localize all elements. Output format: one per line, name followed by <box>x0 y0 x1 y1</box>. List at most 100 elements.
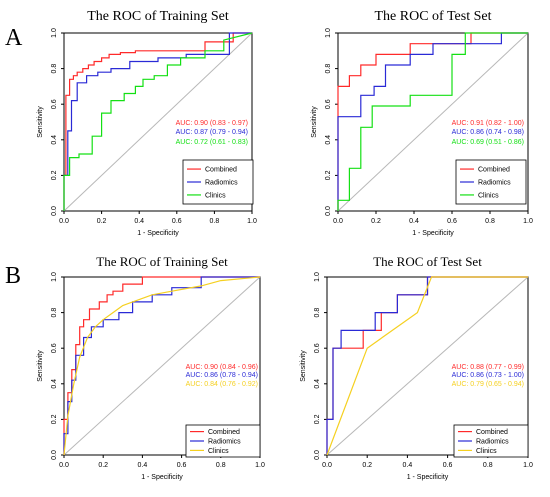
x-tick-label: 0.2 <box>98 462 108 469</box>
x-tick-label: 0.4 <box>403 462 413 469</box>
auc-label-radiomics: AUC: 0.86 (0.78 - 0.94) <box>186 372 258 379</box>
x-tick-label: 0.0 <box>59 218 69 225</box>
y-tick-label: 0.8 <box>51 64 58 74</box>
roc-chart-1: The ROC of Training Set 0.0 0.2 0.4 0.6 0.8 1.… <box>37 9 257 237</box>
legend-entry-combined: Combined <box>205 167 237 174</box>
roc-curve-combined <box>63 32 252 211</box>
y-axis-label: Sensitivity <box>37 106 44 138</box>
roc-curve-clinics <box>337 32 528 211</box>
roc-curve-radiomics <box>63 32 252 211</box>
chart-title: The ROC of Training Set <box>96 254 228 269</box>
roc-curve-clinics <box>63 276 261 456</box>
y-tick-label: 0.2 <box>325 170 332 180</box>
auc-label-combined: AUC: 0.91 (0.82 - 1.00) <box>452 120 524 127</box>
roc-curve-radiomics <box>63 276 260 455</box>
x-tick-label: 0.6 <box>177 462 187 469</box>
legend-entry-combined: Combined <box>476 429 508 436</box>
chart-title: The ROC of Test Set <box>373 254 482 269</box>
x-tick-label: 0.8 <box>216 462 226 469</box>
legend-entry-clinics: Clinics <box>205 192 226 199</box>
x-tick-label: 0.6 <box>172 218 182 225</box>
legend-entry-radiomics: Radiomics <box>478 180 511 187</box>
x-tick-label: 0.0 <box>322 462 332 469</box>
x-tick-label: 0.8 <box>210 218 220 225</box>
y-tick-label: 0.0 <box>51 206 58 216</box>
x-tick-label: 1.0 <box>523 218 533 225</box>
x-tick-label: 1.0 <box>255 462 265 469</box>
auc-label-combined: AUC: 0.90 (0.83 - 0.97) <box>176 120 248 127</box>
y-tick-label: 0.4 <box>325 135 332 145</box>
y-tick-label: 0.6 <box>51 99 58 109</box>
x-tick-label: 0.2 <box>371 218 381 225</box>
x-tick-label: 0.4 <box>134 218 144 225</box>
y-tick-label: 0.4 <box>51 135 58 145</box>
legend-entry-radiomics: Radiomics <box>205 180 238 187</box>
auc-label-combined: AUC: 0.88 (0.77 - 0.99) <box>452 364 524 371</box>
auc-label-radiomics: AUC: 0.86 (0.74 - 0.98) <box>452 129 524 136</box>
y-axis-label: Sensitivity <box>311 106 318 138</box>
reference-diagonal <box>63 276 261 456</box>
y-tick-label: 0.4 <box>314 379 321 389</box>
legend-entry-combined: Combined <box>478 167 510 174</box>
y-tick-label: 0.2 <box>314 414 321 424</box>
y-tick-label: 1.0 <box>51 28 58 38</box>
y-tick-label: 0.6 <box>325 99 332 109</box>
x-tick-label: 1.0 <box>247 218 257 225</box>
y-tick-label: 0.2 <box>51 414 58 424</box>
auc-label-combined: AUC: 0.90 (0.84 - 0.96) <box>186 364 258 371</box>
legend-entry-clinics: Clinics <box>476 448 497 455</box>
y-tick-label: 0.8 <box>314 308 321 318</box>
y-tick-label: 0.8 <box>51 308 58 318</box>
legend-entry-combined: Combined <box>208 429 240 436</box>
y-axis-label: Sensitivity <box>37 350 44 382</box>
x-tick-label: 0.4 <box>138 462 148 469</box>
reference-diagonal <box>337 32 529 212</box>
y-tick-label: 0.6 <box>51 343 58 353</box>
x-tick-label: 0.2 <box>97 218 107 225</box>
y-axis-label: Sensitivity <box>300 350 307 382</box>
x-tick-label: 0.2 <box>362 462 372 469</box>
auc-label-clinics: AUC: 0.72 (0.61 - 0.83) <box>176 139 248 146</box>
x-axis-label: 1 - Specificity <box>412 230 454 237</box>
x-axis-label: 1 - Specificity <box>141 474 183 481</box>
roc-chart-4: The ROC of Test Set 0.0 0.2 0.4 0.6 0.8 1.0 0.0… <box>300 254 533 481</box>
x-tick-label: 0.6 <box>443 462 453 469</box>
y-tick-label: 0.4 <box>51 379 58 389</box>
legend-entry-clinics: Clinics <box>208 448 229 455</box>
y-tick-label: 1.0 <box>51 272 58 282</box>
x-tick-label: 1.0 <box>523 462 533 469</box>
x-axis-label: 1 - Specificity <box>137 230 179 237</box>
legend-entry-clinics: Clinics <box>478 192 499 199</box>
auc-label-clinics: AUC: 0.79 (0.65 - 0.94) <box>452 381 524 388</box>
y-tick-label: 1.0 <box>314 272 321 282</box>
x-tick-label: 0.8 <box>485 218 495 225</box>
panel-label-b: B <box>5 263 22 289</box>
y-tick-label: 0.6 <box>314 343 321 353</box>
y-tick-label: 0.8 <box>325 64 332 74</box>
x-tick-label: 0.6 <box>447 218 457 225</box>
roc-chart-3: The ROC of Training Set 0.0 0.2 0.4 0.6 0.8 1.… <box>37 254 265 481</box>
auc-label-clinics: AUC: 0.84 (0.76 - 0.92) <box>186 381 258 388</box>
x-tick-label: 0.4 <box>409 218 419 225</box>
chart-title: The ROC of Test Set <box>375 9 492 24</box>
x-tick-label: 0.0 <box>59 462 69 469</box>
y-tick-label: 0.2 <box>51 170 58 180</box>
roc-curve-clinics <box>326 276 528 456</box>
y-tick-label: 0.0 <box>51 450 58 460</box>
panel-label-a: A <box>5 25 23 51</box>
legend-entry-radiomics: Radiomics <box>208 439 241 446</box>
reference-diagonal <box>326 276 529 456</box>
legend-box <box>455 159 527 205</box>
y-tick-label: 0.0 <box>325 206 332 216</box>
reference-diagonal <box>63 32 253 212</box>
auc-label-radiomics: AUC: 0.87 (0.79 - 0.94) <box>176 129 248 136</box>
x-tick-label: 0.0 <box>333 218 343 225</box>
chart-title: The ROC of Training Set <box>87 9 229 24</box>
auc-label-clinics: AUC: 0.69 (0.51 - 0.86) <box>452 139 524 146</box>
roc-curve-clinics <box>63 32 253 211</box>
auc-label-radiomics: AUC: 0.86 (0.73 - 1.00) <box>452 372 524 379</box>
roc-chart-2: The ROC of Test Set 0.0 0.2 0.4 0.6 0.8 1.0 0.0… <box>311 9 533 237</box>
y-tick-label: 0.0 <box>314 450 321 460</box>
legend-entry-radiomics: Radiomics <box>476 439 509 446</box>
